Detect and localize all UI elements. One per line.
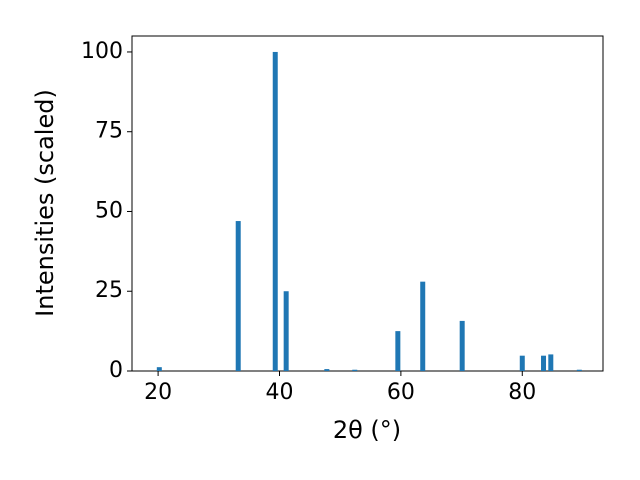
- y-tick-label: 25: [95, 278, 123, 303]
- bar: [283, 291, 289, 371]
- y-tick-label: 75: [95, 119, 123, 144]
- y-tick-label: 100: [81, 39, 123, 64]
- bar: [541, 355, 547, 371]
- x-tick-label: 40: [265, 380, 293, 405]
- bar: [519, 355, 525, 371]
- x-tick-label: 20: [144, 380, 172, 405]
- plot-frame: [131, 35, 604, 372]
- x-tick-label: 60: [387, 380, 415, 405]
- bar: [324, 369, 330, 371]
- bar: [420, 281, 426, 371]
- x-tick-label: 80: [508, 380, 536, 405]
- x-axis-label: 2θ (°): [333, 416, 401, 444]
- bar: [352, 369, 358, 371]
- bar: [459, 320, 465, 371]
- bar: [272, 51, 278, 371]
- bar: [548, 354, 554, 371]
- bar: [156, 367, 162, 371]
- bar: [395, 331, 401, 371]
- bar: [576, 369, 582, 371]
- y-axis-label: Intensities (scaled): [31, 89, 59, 317]
- bar: [235, 221, 241, 371]
- y-tick-label: 50: [95, 198, 123, 223]
- y-tick-label: 0: [109, 358, 123, 383]
